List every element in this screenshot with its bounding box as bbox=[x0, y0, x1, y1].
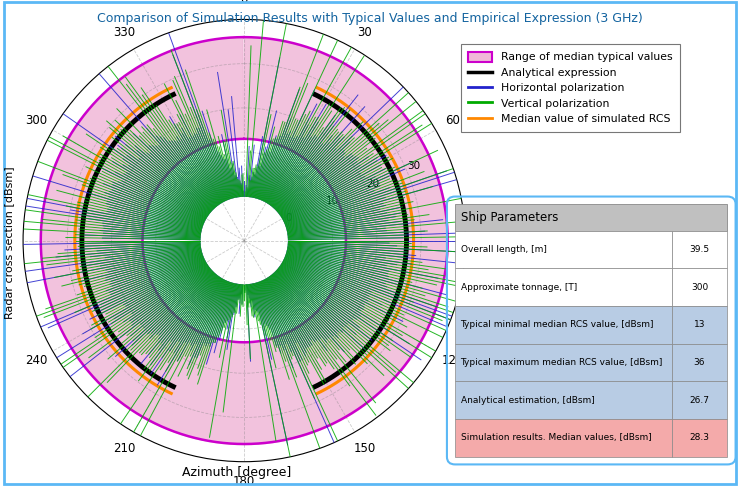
Text: Overall length, [m]: Overall length, [m] bbox=[460, 245, 546, 254]
FancyBboxPatch shape bbox=[672, 306, 727, 344]
Text: 13: 13 bbox=[694, 320, 705, 330]
Text: Typical minimal median RCS value, [dBsm]: Typical minimal median RCS value, [dBsm] bbox=[460, 320, 654, 330]
FancyBboxPatch shape bbox=[672, 419, 727, 457]
FancyBboxPatch shape bbox=[672, 231, 727, 268]
FancyBboxPatch shape bbox=[455, 268, 672, 306]
Text: Typical maximum median RCS value, [dBsm]: Typical maximum median RCS value, [dBsm] bbox=[460, 358, 663, 367]
Text: Approximate tonnage, [T]: Approximate tonnage, [T] bbox=[460, 283, 576, 292]
FancyBboxPatch shape bbox=[672, 268, 727, 306]
FancyBboxPatch shape bbox=[455, 344, 672, 382]
Text: Ship Parameters: Ship Parameters bbox=[460, 211, 558, 224]
FancyBboxPatch shape bbox=[455, 204, 727, 231]
Text: 26.7: 26.7 bbox=[690, 396, 710, 405]
Text: Analytical estimation, [dBsm]: Analytical estimation, [dBsm] bbox=[460, 396, 594, 405]
Text: Azimuth [degree]: Azimuth [degree] bbox=[182, 466, 292, 479]
Text: Comparison of Simulation Results with Typical Values and Empirical Expression (3: Comparison of Simulation Results with Ty… bbox=[97, 12, 643, 25]
FancyBboxPatch shape bbox=[455, 231, 672, 268]
Text: 36: 36 bbox=[694, 358, 705, 367]
Legend: Range of median typical values, Analytical expression, Horizontal polarization, : Range of median typical values, Analytic… bbox=[460, 44, 680, 132]
Text: Radar cross section [dBsm]: Radar cross section [dBsm] bbox=[4, 167, 14, 319]
Text: 300: 300 bbox=[691, 283, 708, 292]
FancyBboxPatch shape bbox=[455, 419, 672, 457]
Text: 28.3: 28.3 bbox=[690, 434, 710, 442]
FancyBboxPatch shape bbox=[672, 382, 727, 419]
FancyBboxPatch shape bbox=[455, 382, 672, 419]
Text: 39.5: 39.5 bbox=[690, 245, 710, 254]
FancyBboxPatch shape bbox=[455, 306, 672, 344]
Text: Simulation results. Median values, [dBsm]: Simulation results. Median values, [dBsm… bbox=[460, 434, 651, 442]
FancyBboxPatch shape bbox=[672, 344, 727, 382]
